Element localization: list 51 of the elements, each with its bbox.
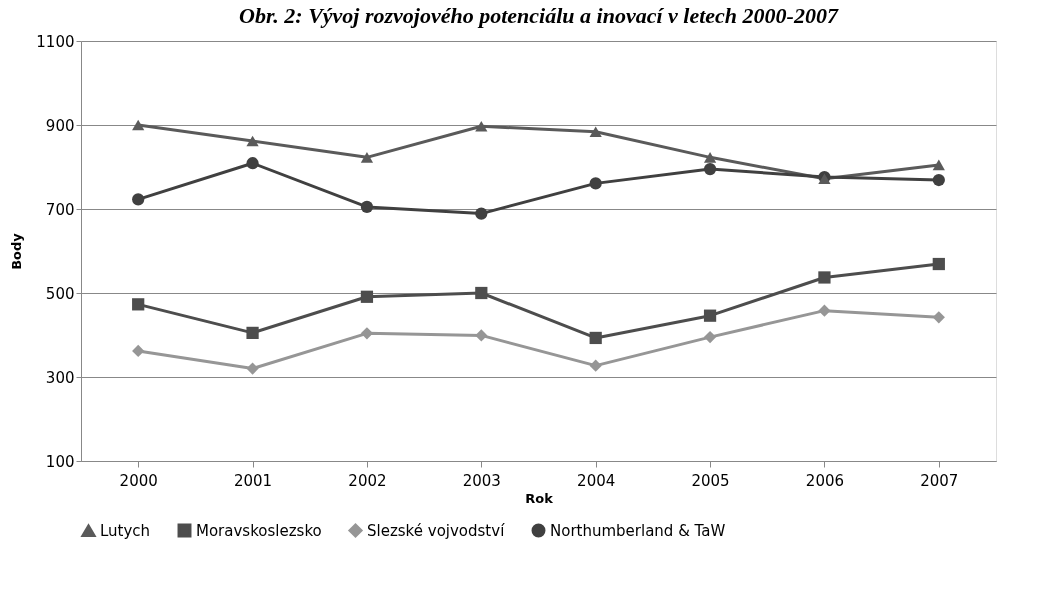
point <box>475 120 488 132</box>
point <box>475 286 488 300</box>
point <box>132 119 145 131</box>
point <box>360 290 374 303</box>
y-tick-label: 100 <box>45 452 75 471</box>
point <box>589 359 602 372</box>
point <box>818 271 831 284</box>
y-tick-label: 300 <box>45 368 75 387</box>
point <box>932 159 945 171</box>
point <box>589 177 602 190</box>
legend-label: Lutych <box>100 521 151 540</box>
chart-title: Obr. 2: Vývoj rozvojového potenciálu a inovací v letech 2000-2007 <box>239 3 839 28</box>
y-tick-label: 900 <box>45 116 75 135</box>
point <box>589 331 602 345</box>
point <box>703 162 717 176</box>
point <box>360 200 374 214</box>
x-axis-title: Rok <box>525 490 554 506</box>
x-tick-label: 2001 <box>233 471 273 490</box>
point <box>703 152 717 163</box>
point <box>246 326 259 340</box>
x-tick-label: 2005 <box>691 471 730 490</box>
x-tick-label: 2000 <box>119 471 158 490</box>
point <box>360 152 374 163</box>
point <box>818 304 831 317</box>
x-tick-label: 2006 <box>805 471 845 490</box>
x-tick-label: 2003 <box>462 471 501 490</box>
point <box>703 330 717 344</box>
point <box>932 257 945 271</box>
y-axis-title: Body <box>9 232 25 270</box>
point <box>475 329 488 342</box>
legend-label: Moravskoslezsko <box>196 521 322 540</box>
point <box>360 327 374 340</box>
point <box>246 157 259 170</box>
x-tick-label: 2004 <box>577 471 616 490</box>
point <box>475 207 488 220</box>
x-tick-label: 2002 <box>348 471 387 490</box>
point <box>132 344 145 358</box>
point <box>932 311 945 324</box>
legend-label: Slezské vojvodství <box>367 521 506 540</box>
y-tick-label: 700 <box>45 200 75 219</box>
point <box>132 193 145 206</box>
x-tick-label: 2007 <box>920 471 959 490</box>
y-tick-label: 500 <box>45 284 75 303</box>
point <box>589 126 602 138</box>
y-tick-label: 1100 <box>36 32 75 51</box>
point <box>932 173 945 187</box>
point <box>246 362 259 375</box>
point <box>703 309 717 322</box>
legend-label: Northumberland & TaW <box>550 521 726 540</box>
point <box>132 298 145 311</box>
point <box>246 135 259 147</box>
